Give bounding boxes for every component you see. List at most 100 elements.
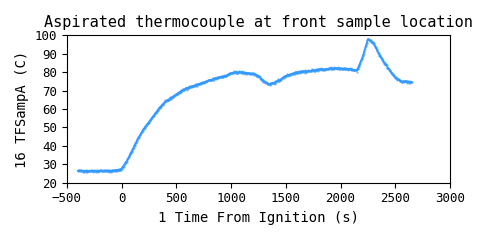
Point — [143, 122, 151, 126]
Point — [384, 66, 392, 70]
Point — [378, 57, 386, 61]
Point — [216, 75, 224, 79]
Point — [172, 92, 180, 96]
Point — [399, 79, 407, 83]
Point — [204, 78, 212, 82]
Point — [279, 76, 287, 80]
Point — [132, 141, 139, 145]
Point — [231, 70, 239, 74]
Point — [236, 69, 243, 73]
Point — [361, 45, 369, 49]
Point — [396, 78, 403, 82]
Point — [210, 76, 218, 80]
Point — [367, 38, 374, 42]
Point — [337, 66, 345, 70]
Point — [215, 76, 222, 80]
Point — [223, 73, 230, 77]
Point — [276, 78, 284, 82]
Point — [150, 114, 157, 118]
Point — [324, 66, 332, 70]
Point — [166, 97, 173, 101]
Point — [323, 67, 330, 71]
Point — [192, 83, 199, 87]
Point — [301, 71, 309, 75]
Point — [187, 84, 194, 88]
Point — [156, 105, 164, 108]
Point — [74, 168, 82, 172]
Point — [84, 169, 92, 173]
Title: Aspirated thermocouple at front sample location: Aspirated thermocouple at front sample l… — [44, 15, 473, 30]
Point — [360, 49, 368, 53]
Point — [78, 168, 85, 172]
Point — [206, 78, 214, 82]
Point — [389, 72, 396, 75]
Point — [222, 74, 230, 78]
Point — [260, 80, 267, 84]
Point — [144, 121, 152, 125]
Point — [227, 71, 235, 75]
Point — [156, 106, 164, 110]
Point — [360, 50, 368, 54]
Point — [375, 51, 383, 55]
Point — [248, 72, 256, 76]
Point — [84, 170, 91, 174]
Point — [129, 147, 137, 151]
Point — [126, 151, 134, 155]
Point — [135, 135, 143, 139]
Point — [377, 55, 384, 59]
Point — [166, 96, 173, 99]
Point — [194, 82, 202, 86]
Point — [402, 79, 410, 83]
Point — [113, 168, 120, 172]
Point — [129, 148, 136, 151]
Point — [405, 80, 412, 84]
Point — [80, 169, 88, 173]
Point — [140, 127, 147, 131]
Point — [308, 69, 315, 73]
Point — [386, 69, 394, 73]
Point — [230, 70, 238, 74]
Point — [348, 68, 356, 72]
Point — [350, 68, 358, 72]
Point — [273, 79, 281, 83]
Point — [313, 68, 321, 72]
Point — [264, 82, 271, 85]
Point — [196, 82, 204, 86]
Point — [156, 105, 164, 109]
Point — [199, 80, 206, 84]
Point — [81, 169, 88, 173]
Point — [288, 72, 295, 76]
Point — [139, 129, 146, 133]
Point — [79, 169, 86, 173]
Point — [290, 72, 298, 76]
Point — [370, 42, 377, 46]
Point — [360, 53, 367, 56]
Point — [133, 138, 141, 142]
Point — [329, 66, 336, 70]
Point — [336, 67, 343, 71]
Point — [387, 71, 395, 74]
Point — [174, 91, 181, 95]
Point — [114, 168, 122, 171]
Point — [357, 59, 364, 62]
Point — [337, 67, 345, 71]
Point — [105, 170, 112, 174]
Point — [310, 68, 317, 72]
Point — [342, 67, 350, 71]
Point — [320, 67, 327, 71]
Point — [250, 71, 257, 75]
Point — [238, 71, 245, 75]
Point — [299, 70, 306, 73]
Point — [163, 99, 170, 102]
Point — [376, 53, 384, 57]
Point — [259, 79, 266, 83]
Point — [142, 125, 150, 128]
Point — [125, 155, 133, 159]
Point — [124, 156, 132, 160]
Point — [379, 60, 387, 64]
Point — [93, 169, 100, 173]
Point — [291, 71, 299, 74]
Point — [390, 73, 397, 77]
Point — [217, 75, 225, 79]
Point — [346, 66, 353, 70]
